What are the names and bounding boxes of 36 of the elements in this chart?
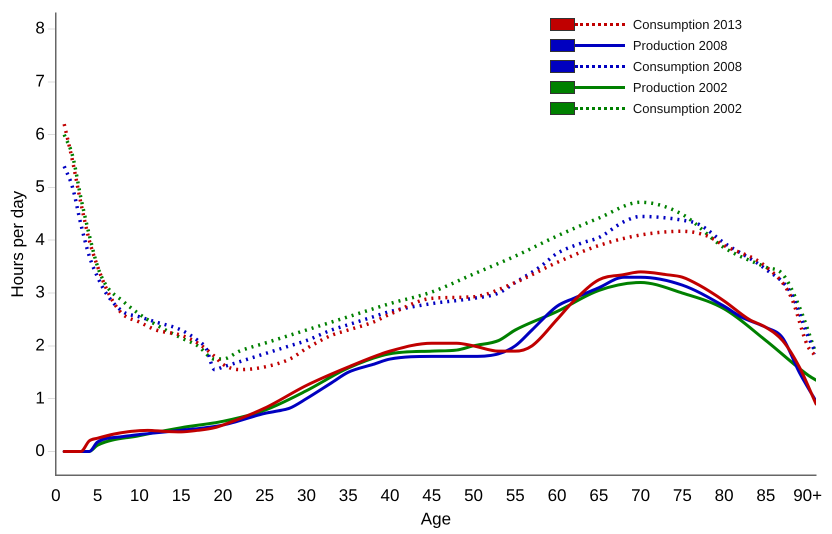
x-tick-label: 60 [548,486,567,506]
y-tick-label: 6 [35,124,45,144]
y-tick-label: 8 [35,18,45,38]
x-tick-label: 15 [172,486,191,506]
x-tick-label: 65 [589,486,608,506]
x-tick-label: 55 [506,486,525,506]
legend-label: Consumption 2002 [632,101,742,116]
legend-label: Consumption 2008 [632,59,742,74]
x-tick-label: 80 [714,486,734,506]
y-tick-label: 4 [35,230,45,249]
y-tick-label: 3 [35,282,45,302]
x-tick-label: 35 [338,486,358,506]
x-axis-title: Age [420,509,452,528]
line-series [62,164,816,372]
y-tick-label: 7 [35,72,45,91]
x-tick-label: 25 [255,486,274,506]
x-tick-label: 90+ [793,486,822,506]
legend-label: Consumption 2013 [632,17,742,32]
x-tick-label: 70 [631,486,650,506]
x-tick-label: 85 [756,486,776,506]
x-tick-label: 50 [464,486,483,506]
legend-label: Production 2002 [632,80,728,95]
x-tick-label: 45 [422,486,442,506]
y-tick-label: 5 [35,177,45,196]
y-axis-title: Hours per day [8,190,27,298]
y-tick-label: 2 [35,336,45,355]
x-tick-label: 0 [51,486,61,506]
y-tick-label: 0 [35,441,45,460]
x-tick-label: 40 [380,486,400,506]
legend-label: Production 2008 [632,38,728,53]
x-tick-label: 75 [672,486,692,506]
x-tick-label: 20 [213,486,232,506]
x-tick-label: 5 [92,486,102,506]
x-tick-label: 10 [130,486,149,506]
y-tick-label: 1 [35,388,45,408]
x-tick-label: 30 [296,486,316,506]
